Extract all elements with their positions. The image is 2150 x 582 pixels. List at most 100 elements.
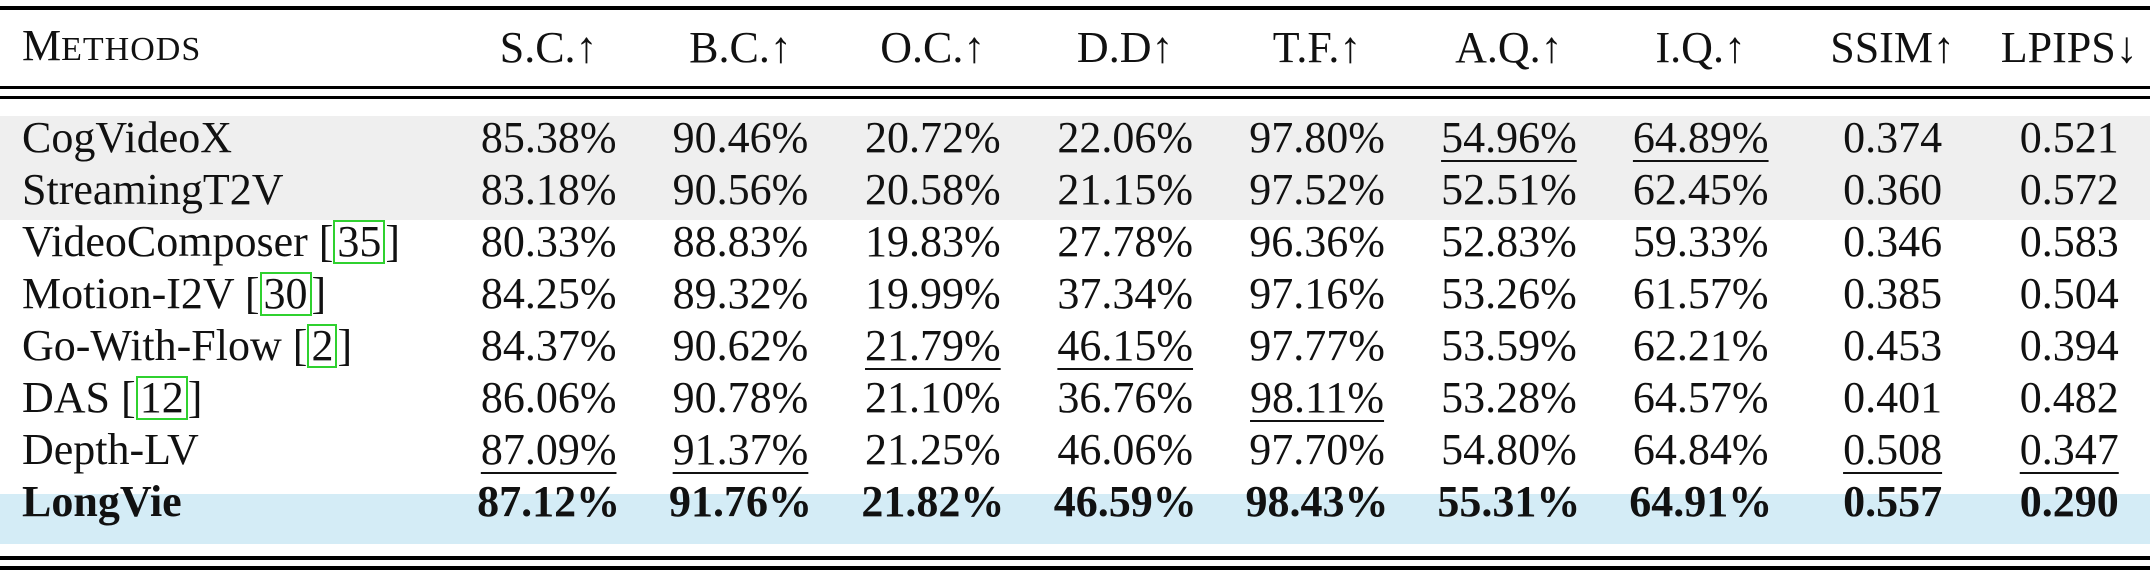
- table-body: CogVideoX 85.38% 90.46% 20.72% 22.06% 97.80% 5…: [0, 112, 2150, 528]
- metric-value: 0.394: [2019, 321, 2119, 370]
- metric-value: 52.51%: [1441, 165, 1577, 214]
- metric-cell: 80.33%: [453, 216, 645, 268]
- metric-value: 0.347: [2019, 425, 2119, 474]
- header-bc: B.C.↑: [689, 22, 792, 72]
- metric-value: 0.290: [2019, 477, 2119, 526]
- metric-value: 36.76%: [1057, 373, 1194, 422]
- metric-value: 90.78%: [672, 373, 809, 422]
- metric-cell: 21.10%: [836, 372, 1029, 424]
- metric-value: 21.82%: [861, 477, 1005, 526]
- citation-link[interactable]: 30: [259, 272, 312, 316]
- metric-value: 98.43%: [1245, 477, 1389, 526]
- metric-cell: 90.56%: [645, 164, 837, 216]
- metric-value: 96.36%: [1249, 217, 1385, 266]
- citation-link[interactable]: 2: [307, 324, 338, 368]
- metric-value: 46.06%: [1057, 425, 1194, 474]
- metric-cell: 54.80%: [1413, 424, 1605, 476]
- table-row: Go-With-Flow [2] 84.37% 90.62% 21.79% 46.15%…: [0, 320, 2150, 372]
- metric-value: 64.84%: [1632, 425, 1769, 474]
- metric-cell: 64.91%: [1605, 476, 1797, 528]
- metric-cell: 90.62%: [645, 320, 837, 372]
- metric-cell: 0.346: [1797, 216, 1989, 268]
- metric-value: 91.37%: [672, 425, 809, 474]
- metric-cell: 88.83%: [645, 216, 837, 268]
- metric-cell: 90.78%: [645, 372, 837, 424]
- metric-cell: 0.374: [1797, 112, 1989, 164]
- header-sc: S.C.↑: [499, 22, 598, 72]
- metric-cell: 19.83%: [836, 216, 1029, 268]
- metric-cell: 52.83%: [1413, 216, 1605, 268]
- metric-cell: 62.45%: [1605, 164, 1797, 216]
- metric-cell: 87.12%: [453, 476, 645, 528]
- metric-cell: 20.72%: [836, 112, 1029, 164]
- method-name: StreamingT2V: [22, 165, 284, 214]
- top-rule: [0, 6, 2150, 10]
- metric-value: 0.557: [1843, 477, 1943, 526]
- table-row: LongVie 87.12% 91.76% 21.82% 46.59% 98.43% 55.…: [0, 476, 2150, 528]
- metric-cell: 84.37%: [453, 320, 645, 372]
- metric-value: 64.57%: [1632, 373, 1769, 422]
- method-name-cell: CogVideoX: [0, 112, 453, 164]
- metric-value: 22.06%: [1057, 113, 1194, 162]
- metric-value: 84.37%: [480, 321, 617, 370]
- citation-link[interactable]: 12: [135, 376, 188, 420]
- method-name-cell: DAS [12]: [22, 373, 203, 422]
- header-rule-2: [0, 96, 2150, 99]
- metric-cell: 0.504: [1989, 268, 2150, 320]
- metric-value: 53.28%: [1441, 373, 1577, 422]
- metric-cell: 0.508: [1797, 424, 1989, 476]
- metric-cell: 36.76%: [1029, 372, 1221, 424]
- metric-cell: 0.572: [1989, 164, 2150, 216]
- metric-cell: 53.59%: [1413, 320, 1605, 372]
- metric-value: 87.09%: [480, 425, 617, 474]
- header-oc: O.C.↑: [880, 22, 986, 72]
- metric-cell: 83.18%: [453, 164, 645, 216]
- method-name: LongVie: [22, 477, 182, 526]
- metric-value: 59.33%: [1632, 217, 1769, 266]
- metric-value: 90.46%: [672, 113, 809, 162]
- metric-cell: 0.583: [1989, 216, 2150, 268]
- metric-value: 90.56%: [672, 165, 809, 214]
- metric-value: 87.12%: [477, 477, 621, 526]
- metric-cell: 0.347: [1989, 424, 2150, 476]
- method-name-cell: Motion-I2V [30]: [22, 269, 327, 318]
- method-name: Motion-I2V: [22, 269, 234, 318]
- method-name-cell: Depth-LV: [0, 424, 453, 476]
- metric-value: 20.58%: [865, 165, 1001, 214]
- metric-value: 64.91%: [1629, 477, 1773, 526]
- method-name: VideoComposer: [22, 217, 308, 266]
- metric-cell: 0.401: [1797, 372, 1989, 424]
- metric-cell: 46.15%: [1029, 320, 1221, 372]
- table-row: VideoComposer [35] 80.33% 88.83% 19.83% 27.7…: [0, 216, 2150, 268]
- metric-cell: 46.06%: [1029, 424, 1221, 476]
- citation-link[interactable]: 35: [333, 220, 386, 264]
- metric-cell: 86.06%: [453, 372, 645, 424]
- metric-cell: 20.58%: [836, 164, 1029, 216]
- header-ssim: SSIM↑: [1830, 22, 1955, 72]
- method-name-cell: VideoComposer [35]: [22, 217, 401, 266]
- bottom-rule-1: [0, 556, 2150, 560]
- metric-cell: 21.25%: [836, 424, 1029, 476]
- metric-value: 21.25%: [865, 425, 1001, 474]
- metric-value: 55.31%: [1437, 477, 1581, 526]
- metric-value: 37.34%: [1057, 269, 1194, 318]
- metric-value: 54.80%: [1441, 425, 1577, 474]
- metric-value: 53.59%: [1441, 321, 1577, 370]
- metric-value: 62.21%: [1632, 321, 1769, 370]
- highlight-band: [0, 494, 2150, 544]
- metric-cell: 54.96%: [1413, 112, 1605, 164]
- metric-value: 53.26%: [1441, 269, 1577, 318]
- table-row: DAS [12] 86.06% 90.78% 21.10% 36.76% 98.11% 53…: [0, 372, 2150, 424]
- results-table: METHODS S.C.↑ B.C.↑ O.C.↑ D.D↑ T.F.↑ A.Q…: [0, 20, 2150, 528]
- metric-cell: 46.59%: [1029, 476, 1221, 528]
- metric-value: 0.360: [1843, 165, 1943, 214]
- metric-value: 54.96%: [1441, 113, 1577, 162]
- metric-cell: 22.06%: [1029, 112, 1221, 164]
- header-iq: I.Q.↑: [1655, 22, 1746, 72]
- metric-cell: 52.51%: [1413, 164, 1605, 216]
- metric-cell: 90.46%: [645, 112, 837, 164]
- header-rule-1: [0, 86, 2150, 89]
- header-methods: METHODS: [22, 20, 202, 70]
- header-lpips: LPIPS↓: [2000, 22, 2138, 72]
- method-name: Depth-LV: [22, 425, 199, 474]
